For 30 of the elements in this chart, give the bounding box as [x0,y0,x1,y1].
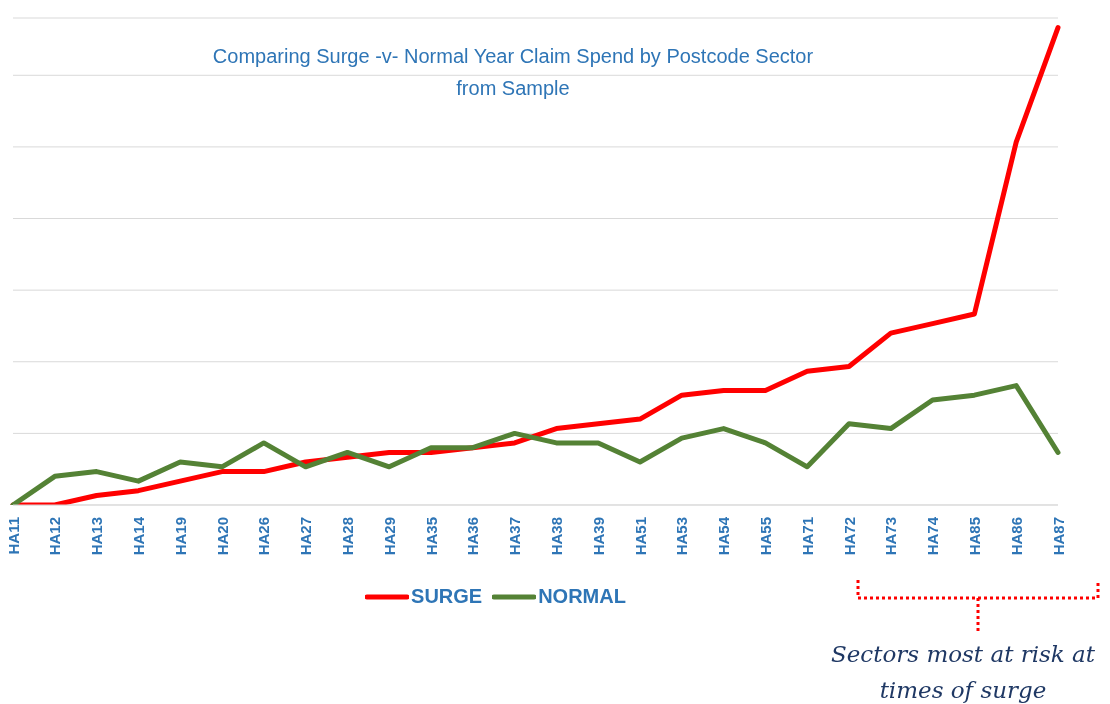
legend-label: NORMAL [538,585,626,608]
x-tick-label: HA39 [589,517,607,556]
x-tick-label: HA51 [631,517,649,556]
text: Sectors most at risk at times of surge [829,640,1097,704]
x-tick-label: HA86 [1007,517,1025,556]
x-tick-label: HA85 [965,517,983,556]
x-tick-label: HA53 [673,517,691,556]
x-tick-label: HA27 [297,517,315,556]
x-tick-label: HA54 [715,516,733,556]
x-tick-label: HA20 [213,517,231,556]
x-tick-label: HA19 [171,517,189,556]
x-tick-label: HA72 [840,517,858,556]
x-tick-label: HA12 [46,517,64,556]
x-tick-label: HA55 [756,517,774,556]
legend-label: SURGE [411,585,483,608]
text: Comparing Surge -v- Normal Year Claim Spend by Postcode Sector from Sample [211,44,815,101]
x-tick-label: HA26 [255,517,273,556]
x-tick-label: HA28 [338,517,356,556]
x-tick-label: HA13 [88,517,106,556]
x-tick-label: HA35 [422,517,440,556]
x-tick-label: HA87 [1049,517,1067,556]
x-tick-label: HA37 [506,517,524,556]
x-tick-label: HA36 [464,517,482,556]
x-tick-label: HA74 [924,516,942,556]
x-tick-label: HA29 [380,517,398,556]
x-tick-label: HA73 [882,517,900,556]
x-tick-label: HA11 [4,517,22,555]
x-tick-label: HA14 [129,516,147,556]
x-tick-label: HA71 [798,517,816,556]
x-tick-label: HA38 [547,517,565,556]
